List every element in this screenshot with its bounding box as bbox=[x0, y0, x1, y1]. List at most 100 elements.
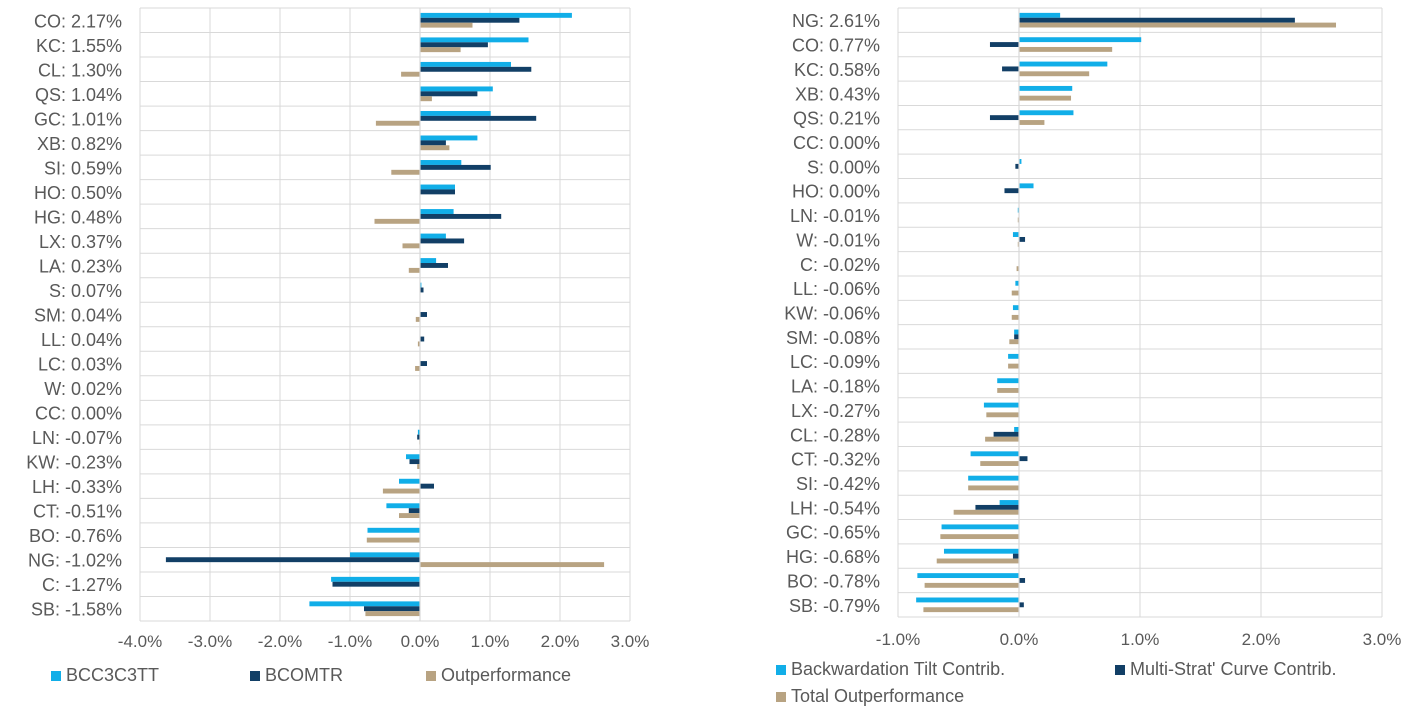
category-label: CO: 0.77% bbox=[792, 36, 880, 56]
bar bbox=[420, 140, 446, 146]
category-label: CT: -0.32% bbox=[791, 450, 880, 470]
bar bbox=[420, 145, 450, 151]
bar bbox=[420, 287, 424, 293]
bar bbox=[417, 434, 420, 440]
legend-label: Total Outperformance bbox=[791, 686, 964, 706]
bar bbox=[309, 601, 420, 607]
bar bbox=[408, 267, 420, 273]
bar bbox=[420, 47, 461, 53]
category-label: LH: -0.33% bbox=[32, 477, 122, 497]
bar bbox=[1012, 232, 1019, 237]
bar bbox=[1019, 61, 1108, 67]
x-tick-label: -2.0% bbox=[258, 632, 302, 651]
bar bbox=[409, 459, 420, 465]
bar bbox=[941, 524, 1019, 530]
category-label: KW: -0.06% bbox=[784, 304, 880, 324]
category-label: HO: 0.50% bbox=[34, 183, 122, 203]
bar bbox=[1019, 578, 1026, 583]
category-label: CT: -0.51% bbox=[33, 502, 122, 522]
legend-swatch bbox=[426, 671, 436, 681]
category-label: CC: 0.00% bbox=[35, 404, 122, 424]
bar bbox=[917, 573, 1019, 579]
category-label: KC: 0.58% bbox=[794, 60, 880, 80]
category-label: LC: 0.03% bbox=[38, 355, 122, 375]
legend-swatch bbox=[776, 665, 786, 675]
category-label: SB: -1.58% bbox=[31, 600, 122, 620]
bar bbox=[1004, 188, 1019, 194]
bar bbox=[1019, 159, 1022, 164]
bar bbox=[986, 412, 1019, 418]
bar bbox=[1015, 280, 1019, 286]
category-label: LX: -0.27% bbox=[791, 401, 880, 421]
bar bbox=[406, 454, 420, 460]
bar bbox=[420, 263, 448, 268]
bar bbox=[420, 361, 427, 366]
bar bbox=[420, 209, 454, 214]
bar bbox=[420, 336, 425, 342]
bar bbox=[1016, 266, 1019, 272]
bar bbox=[1019, 17, 1295, 23]
x-tick-label: 0.0% bbox=[401, 632, 440, 651]
category-label: GC: 1.01% bbox=[34, 109, 122, 129]
bar bbox=[415, 365, 420, 371]
category-label: QS: 0.21% bbox=[793, 109, 880, 129]
bar bbox=[374, 218, 420, 224]
legend-label: Multi-Strat' Curve Contrib. bbox=[1130, 659, 1337, 679]
x-tick-label: -3.0% bbox=[188, 632, 232, 651]
bar bbox=[999, 500, 1019, 505]
bar bbox=[1009, 339, 1019, 345]
bar bbox=[420, 96, 432, 102]
bar bbox=[420, 66, 532, 72]
x-tick-label: -1.0% bbox=[876, 630, 920, 649]
bar bbox=[1019, 120, 1045, 125]
bar bbox=[1017, 217, 1019, 223]
category-label: LA: 0.23% bbox=[39, 256, 122, 276]
category-label: LN: -0.01% bbox=[790, 206, 880, 226]
category-label: SM: -0.08% bbox=[786, 328, 880, 348]
bar bbox=[1011, 290, 1019, 296]
bar bbox=[1019, 37, 1142, 43]
bar bbox=[350, 552, 420, 558]
bar bbox=[367, 527, 420, 533]
category-label: NG: -1.02% bbox=[28, 551, 122, 571]
bar bbox=[916, 597, 1019, 603]
category-label: BO: -0.78% bbox=[787, 571, 880, 591]
bar bbox=[953, 509, 1019, 515]
bar bbox=[1012, 553, 1019, 559]
bar bbox=[1019, 602, 1024, 608]
bar bbox=[983, 402, 1019, 408]
bar bbox=[420, 164, 491, 170]
bar bbox=[1014, 426, 1019, 432]
category-label: LL: 0.04% bbox=[41, 330, 122, 350]
category-label: SM: 0.04% bbox=[34, 306, 122, 326]
bar bbox=[968, 485, 1019, 491]
bar bbox=[989, 42, 1019, 47]
legend-label: Outperformance bbox=[441, 665, 571, 685]
bar bbox=[1019, 12, 1061, 18]
category-label: LC: -0.09% bbox=[790, 352, 880, 372]
bar bbox=[1014, 334, 1019, 340]
bar bbox=[970, 451, 1019, 457]
bar bbox=[331, 576, 420, 582]
category-label: KW: -0.23% bbox=[26, 453, 122, 473]
bar bbox=[993, 431, 1019, 437]
bar bbox=[420, 86, 493, 92]
bar bbox=[417, 464, 420, 469]
bar bbox=[1017, 207, 1019, 213]
bar bbox=[420, 22, 473, 28]
bar bbox=[975, 504, 1019, 510]
bar bbox=[382, 488, 420, 494]
bar bbox=[375, 120, 420, 126]
bar bbox=[968, 475, 1019, 481]
bar bbox=[420, 110, 491, 116]
category-label: HO: 0.00% bbox=[792, 182, 880, 202]
bar bbox=[420, 233, 446, 239]
bar bbox=[402, 243, 420, 249]
category-label: CO: 2.17% bbox=[34, 11, 122, 31]
category-label: LX: 0.37% bbox=[39, 232, 122, 252]
bar bbox=[332, 581, 420, 587]
bar bbox=[1019, 22, 1337, 28]
bar bbox=[420, 213, 502, 219]
bar bbox=[924, 582, 1019, 588]
x-tick-label: 1.0% bbox=[1121, 630, 1160, 649]
